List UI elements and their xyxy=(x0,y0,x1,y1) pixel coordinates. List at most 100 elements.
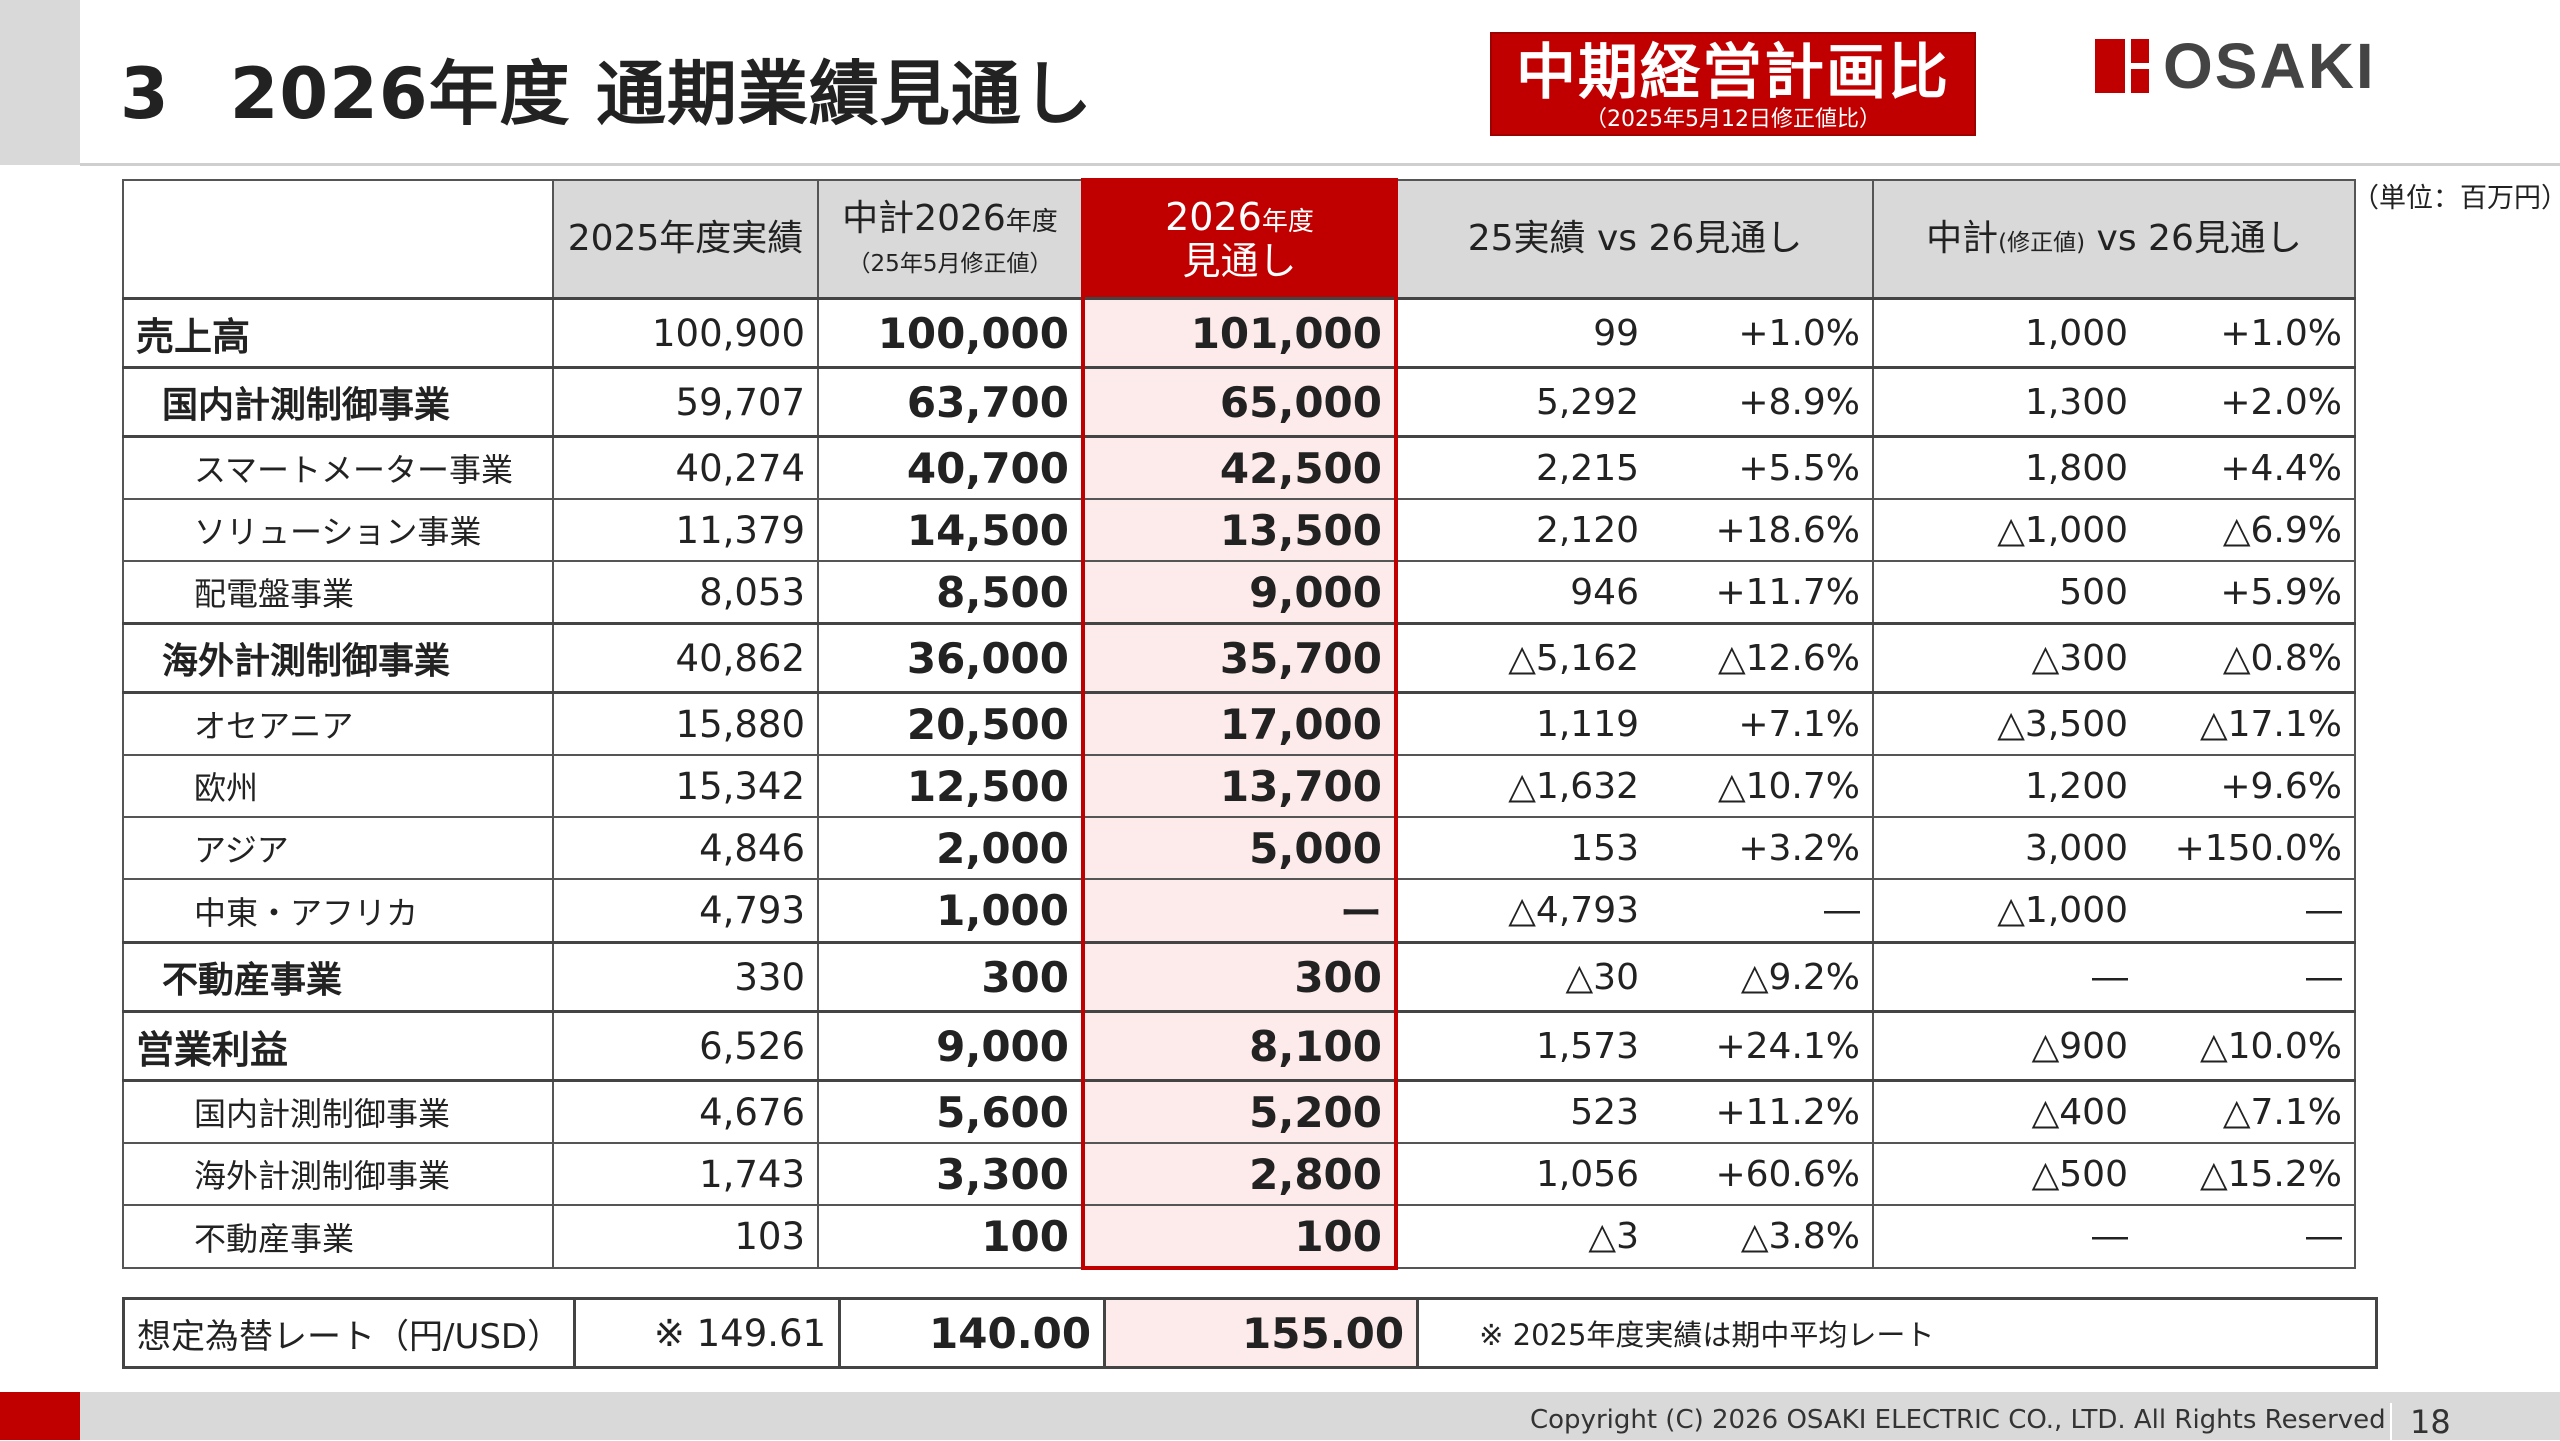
cell-actual: 100,900 xyxy=(552,297,819,369)
table-row: 営業利益 6,526 9,000 8,100 1,573 +24.1% △900 △10.0% xyxy=(122,1010,2356,1082)
cell-diff-plan: △300 xyxy=(1872,622,2140,694)
cell-forecast: 2,800 xyxy=(1081,1142,1398,1206)
col-header-vs-plan: 中計(修正値) vs 26見通し xyxy=(1872,179,2356,300)
row-label: アジア xyxy=(122,816,554,880)
table-row: 不動産事業 330 300 300 △30 △9.2% ― ― xyxy=(122,941,2356,1013)
cell-pct-plan: +5.9% xyxy=(2140,560,2356,625)
cell-pct-actual: △10.7% xyxy=(1651,754,1874,818)
cell-plan: 8,500 xyxy=(817,560,1084,625)
cell-diff-plan: △3,500 xyxy=(1872,691,2140,756)
cell-forecast: 100 xyxy=(1081,1204,1398,1270)
table-row: 不動産事業 103 100 100 △3 △3.8% ― ― xyxy=(122,1204,2356,1270)
cell-forecast: 9,000 xyxy=(1081,560,1398,625)
comparison-badge: 中期経営計画比 （2025年5月12日修正値比） xyxy=(1490,32,1976,136)
cell-pct-actual: +60.6% xyxy=(1651,1142,1874,1206)
cell-plan: 12,500 xyxy=(817,754,1084,818)
cell-pct-plan: △0.8% xyxy=(2140,622,2356,694)
table-header-row: 2025年度実績 中計2026年度 （25年5月修正値） 2026年度 見通し 25… xyxy=(122,178,2356,300)
col-header-actual: 2025年度実績 xyxy=(552,179,819,300)
cell-plan: 9,000 xyxy=(817,1010,1084,1082)
cell-diff-plan: 500 xyxy=(1872,560,2140,625)
badge-sub-text: （2025年5月12日修正値比） xyxy=(1585,107,1881,132)
cell-diff-actual: 946 xyxy=(1395,560,1651,625)
row-label: スマートメーター事業 xyxy=(122,435,554,500)
cell-diff-actual: 2,120 xyxy=(1395,498,1651,562)
cell-diff-plan: △1,000 xyxy=(1872,878,2140,944)
unit-note: （単位：百万円） xyxy=(2352,183,2560,214)
cell-pct-actual: +11.2% xyxy=(1651,1079,1874,1144)
cell-forecast: 101,000 xyxy=(1081,297,1398,369)
cell-actual: 11,379 xyxy=(552,498,819,562)
cell-plan: 36,000 xyxy=(817,622,1084,694)
row-label: 不動産事業 xyxy=(122,941,554,1013)
cell-pct-actual: +3.2% xyxy=(1651,816,1874,880)
page-title: 3 2026年度 通期業績見通し xyxy=(120,38,1093,139)
badge-main-text: 中期経営計画比 xyxy=(1516,38,1950,108)
cell-pct-actual: +7.1% xyxy=(1651,691,1874,756)
row-label: 国内計測制御事業 xyxy=(122,1079,554,1144)
cell-diff-actual: 523 xyxy=(1395,1079,1651,1144)
cell-pct-plan: ― xyxy=(2140,878,2356,944)
row-label: 海外計測制御事業 xyxy=(122,622,554,694)
cell-pct-actual: ― xyxy=(1651,878,1874,944)
cell-diff-plan: 1,200 xyxy=(1872,754,2140,818)
cell-pct-plan: +1.0% xyxy=(2140,297,2356,369)
row-label: 配電盤事業 xyxy=(122,560,554,625)
cell-forecast: 17,000 xyxy=(1081,691,1398,756)
cell-forecast: 13,700 xyxy=(1081,754,1398,818)
cell-actual: 15,880 xyxy=(552,691,819,756)
col-header-plan: 中計2026年度 （25年5月修正値） xyxy=(817,179,1084,300)
cell-forecast: 8,100 xyxy=(1081,1010,1398,1082)
table-row: 売上高 100,900 100,000 101,000 99 +1.0% 1,000 +1.0… xyxy=(122,297,2356,369)
cell-forecast: 35,700 xyxy=(1081,622,1398,694)
table-row: アジア 4,846 2,000 5,000 153 +3.2% 3,000 +150.0% xyxy=(122,816,2356,880)
cell-pct-plan: △10.0% xyxy=(2140,1010,2356,1082)
row-label: 欧州 xyxy=(122,754,554,818)
col-header-vs-actual: 25実績 vs 26見通し xyxy=(1395,179,1874,300)
cell-diff-actual: △4,793 xyxy=(1395,878,1651,944)
cell-diff-plan: △900 xyxy=(1872,1010,2140,1082)
table-row: オセアニア 15,880 20,500 17,000 1,119 +7.1% △3,500 △… xyxy=(122,691,2356,756)
cell-plan: 2,000 xyxy=(817,816,1084,880)
cell-plan: 63,700 xyxy=(817,366,1084,438)
row-label: 国内計測制御事業 xyxy=(122,366,554,438)
cell-pct-plan: △6.9% xyxy=(2140,498,2356,562)
cell-actual: 4,676 xyxy=(552,1079,819,1144)
title-text: 2026年度 通期業績見通し xyxy=(229,53,1093,135)
cell-diff-actual: 1,056 xyxy=(1395,1142,1651,1206)
cell-diff-actual: 1,573 xyxy=(1395,1010,1651,1082)
cell-diff-plan: 3,000 xyxy=(1872,816,2140,880)
cell-actual: 8,053 xyxy=(552,560,819,625)
table-row: 配電盤事業 8,053 8,500 9,000 946 +11.7% 500 +5.9% xyxy=(122,560,2356,625)
cell-diff-actual: 5,292 xyxy=(1395,366,1651,438)
cell-pct-actual: +18.6% xyxy=(1651,498,1874,562)
cell-diff-plan: △500 xyxy=(1872,1142,2140,1206)
fx-plan: 140.00 xyxy=(838,1297,1107,1369)
footer-accent-bar xyxy=(0,1392,80,1440)
cell-pct-plan: △15.2% xyxy=(2140,1142,2356,1206)
table-row: 海外計測制御事業 40,862 36,000 35,700 △5,162 △12.6% △3… xyxy=(122,622,2356,694)
cell-diff-actual: △3 xyxy=(1395,1204,1651,1269)
cell-diff-actual: △5,162 xyxy=(1395,622,1651,694)
cell-pct-actual: +8.9% xyxy=(1651,366,1874,438)
logo-mark-icon xyxy=(2095,39,2149,93)
cell-plan: 5,600 xyxy=(817,1079,1084,1144)
row-label: 売上高 xyxy=(122,297,554,369)
cell-actual: 330 xyxy=(552,941,819,1013)
row-label: ソリューション事業 xyxy=(122,498,554,562)
cell-diff-actual: △1,632 xyxy=(1395,754,1651,818)
cell-diff-actual: 153 xyxy=(1395,816,1651,880)
cell-actual: 103 xyxy=(552,1204,819,1269)
cell-actual: 4,846 xyxy=(552,816,819,880)
table-row: スマートメーター事業 40,274 40,700 42,500 2,215 +5.5% 1,… xyxy=(122,435,2356,500)
copyright-text: Copyright (C) 2026 OSAKI ELECTRIC CO., L… xyxy=(1530,1405,2386,1435)
cell-actual: 40,862 xyxy=(552,622,819,694)
cell-diff-plan: 1,800 xyxy=(1872,435,2140,500)
cell-pct-plan: +9.6% xyxy=(2140,754,2356,818)
cell-diff-actual: △30 xyxy=(1395,941,1651,1013)
table-row: ソリューション事業 11,379 14,500 13,500 2,120 +18.6% △1… xyxy=(122,498,2356,562)
row-label: オセアニア xyxy=(122,691,554,756)
forecast-table: 2025年度実績 中計2026年度 （25年5月修正値） 2026年度 見通し 25… xyxy=(122,178,2356,1270)
cell-diff-actual: 2,215 xyxy=(1395,435,1651,500)
fx-rate-table: 想定為替レート（円/USD） ※ 149.61 140.00 155.00 ※ … xyxy=(121,1297,2379,1369)
